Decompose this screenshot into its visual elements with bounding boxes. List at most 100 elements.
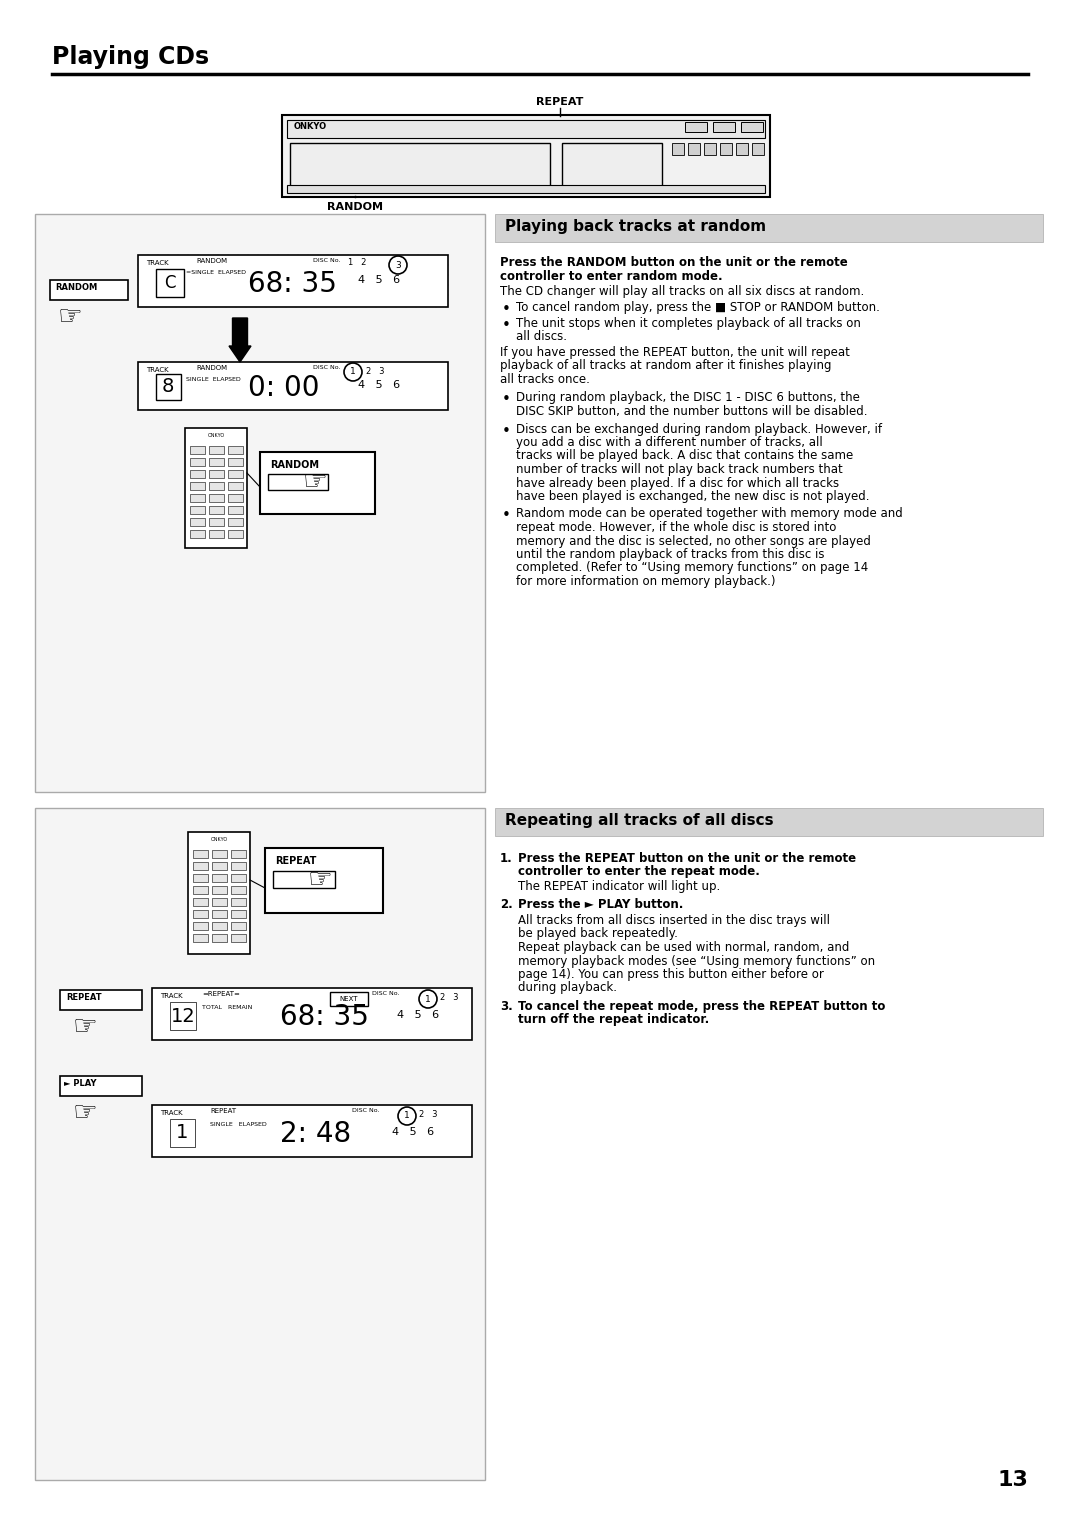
Bar	[212, 886, 227, 894]
Text: RANDOM: RANDOM	[195, 365, 227, 371]
Text: The CD changer will play all tracks on all six discs at random.: The CD changer will play all tracks on a…	[500, 286, 864, 298]
Text: 3: 3	[395, 260, 401, 269]
Text: Random mode can be operated together with memory mode and: Random mode can be operated together wit…	[516, 507, 903, 521]
Bar	[156, 269, 184, 296]
Text: If you have pressed the REPEAT button, the unit will repeat: If you have pressed the REPEAT button, t…	[500, 345, 850, 359]
Text: 1: 1	[350, 368, 356, 376]
Text: repeat mode. However, if the whole disc is stored into: repeat mode. However, if the whole disc …	[516, 521, 836, 533]
Bar	[212, 874, 227, 882]
Bar	[210, 471, 224, 478]
Bar	[495, 808, 1043, 836]
Text: Repeat playback can be used with normal, random, and: Repeat playback can be used with normal,…	[518, 941, 849, 953]
Text: tracks will be played back. A disc that contains the same: tracks will be played back. A disc that …	[516, 449, 853, 463]
Text: 1   2: 1 2	[348, 258, 366, 267]
Bar	[138, 255, 448, 307]
Text: DISC No.: DISC No.	[372, 992, 400, 996]
Bar	[50, 280, 129, 299]
Bar	[741, 122, 762, 131]
Text: 8: 8	[162, 377, 174, 396]
Text: The REPEAT indicator will light up.: The REPEAT indicator will light up.	[518, 880, 720, 892]
Text: Press the REPEAT button on the unit or the remote: Press the REPEAT button on the unit or t…	[518, 853, 856, 865]
Text: Press the RANDOM button on the unit or the remote: Press the RANDOM button on the unit or t…	[500, 257, 848, 269]
Text: TOTAL   REMAIN: TOTAL REMAIN	[202, 1005, 253, 1010]
Bar	[228, 530, 243, 538]
Text: memory and the disc is selected, no other songs are played: memory and the disc is selected, no othe…	[516, 535, 870, 547]
Text: DISC No.: DISC No.	[313, 365, 340, 370]
Text: 4   5   6: 4 5 6	[392, 1128, 434, 1137]
Text: number of tracks will not play back track numbers that: number of tracks will not play back trac…	[516, 463, 842, 477]
Bar	[260, 452, 375, 513]
Text: •: •	[502, 393, 511, 408]
Text: TRACK: TRACK	[160, 993, 183, 999]
Bar	[231, 886, 246, 894]
Bar	[228, 446, 243, 454]
Bar	[212, 921, 227, 931]
Bar	[231, 934, 246, 941]
Text: have been played is exchanged, the new disc is not played.: have been played is exchanged, the new d…	[516, 490, 869, 503]
Text: To cancel random play, press the ■ STOP or RANDOM button.: To cancel random play, press the ■ STOP …	[516, 301, 880, 315]
Bar	[190, 530, 205, 538]
Text: All tracks from all discs inserted in the disc trays will: All tracks from all discs inserted in th…	[518, 914, 831, 927]
Bar	[188, 833, 249, 953]
Bar	[265, 848, 383, 914]
Text: 13: 13	[997, 1470, 1028, 1490]
Text: =REPEAT=: =REPEAT=	[202, 992, 240, 996]
Bar	[231, 911, 246, 918]
Bar	[231, 850, 246, 859]
Text: controller to enter the repeat mode.: controller to enter the repeat mode.	[518, 865, 760, 879]
Bar	[287, 185, 765, 193]
Bar	[231, 898, 246, 906]
Text: 2: 48: 2: 48	[280, 1120, 351, 1148]
Text: 1: 1	[426, 995, 431, 1004]
Bar	[268, 474, 328, 490]
Bar	[228, 471, 243, 478]
Bar	[720, 144, 732, 154]
Text: DISC SKIP button, and the number buttons will be disabled.: DISC SKIP button, and the number buttons…	[516, 405, 867, 419]
Text: ► PLAY: ► PLAY	[64, 1079, 96, 1088]
Text: page 14). You can press this button either before or: page 14). You can press this button eith…	[518, 969, 824, 981]
Bar	[35, 214, 485, 792]
Bar	[193, 886, 208, 894]
Text: 4   5   6: 4 5 6	[357, 275, 400, 286]
Bar	[60, 990, 141, 1010]
Bar	[170, 1002, 195, 1030]
Bar	[704, 144, 716, 154]
Text: TRACK: TRACK	[146, 260, 168, 266]
Text: Playing CDs: Playing CDs	[52, 44, 210, 69]
Text: SINGLE  ELAPSED: SINGLE ELAPSED	[186, 377, 241, 382]
Bar	[685, 122, 707, 131]
Text: ☞: ☞	[302, 468, 327, 497]
Text: ONKYO: ONKYO	[207, 432, 225, 439]
Text: 2.: 2.	[500, 898, 513, 912]
Bar	[282, 115, 770, 197]
Text: ☞: ☞	[72, 1013, 97, 1041]
Text: 1: 1	[404, 1111, 410, 1120]
Bar	[672, 144, 684, 154]
Bar	[170, 1118, 195, 1148]
Text: ☞: ☞	[72, 1099, 97, 1128]
Text: all tracks once.: all tracks once.	[500, 373, 590, 387]
Bar	[190, 458, 205, 466]
Bar	[193, 921, 208, 931]
Bar	[212, 934, 227, 941]
Text: 4   5   6: 4 5 6	[357, 380, 400, 390]
Bar	[210, 446, 224, 454]
Bar	[210, 494, 224, 503]
Bar	[228, 518, 243, 526]
Bar	[752, 144, 764, 154]
Bar	[190, 518, 205, 526]
Text: during playback.: during playback.	[518, 981, 617, 995]
Bar	[713, 122, 735, 131]
Text: RANDOM: RANDOM	[55, 283, 97, 292]
Bar	[210, 458, 224, 466]
Text: have already been played. If a disc for which all tracks: have already been played. If a disc for …	[516, 477, 839, 489]
Text: until the random playback of tracks from this disc is: until the random playback of tracks from…	[516, 549, 824, 561]
Text: REPEAT: REPEAT	[66, 993, 102, 1002]
Text: 0: 00: 0: 00	[248, 374, 320, 402]
Bar	[190, 506, 205, 513]
Text: •: •	[502, 303, 511, 318]
Text: 68: 35: 68: 35	[280, 1002, 369, 1031]
Text: Press the ► PLAY button.: Press the ► PLAY button.	[518, 898, 684, 912]
Text: To cancel the repeat mode, press the REPEAT button to: To cancel the repeat mode, press the REP…	[518, 999, 886, 1013]
Text: =SINGLE  ELAPSED: =SINGLE ELAPSED	[186, 270, 246, 275]
